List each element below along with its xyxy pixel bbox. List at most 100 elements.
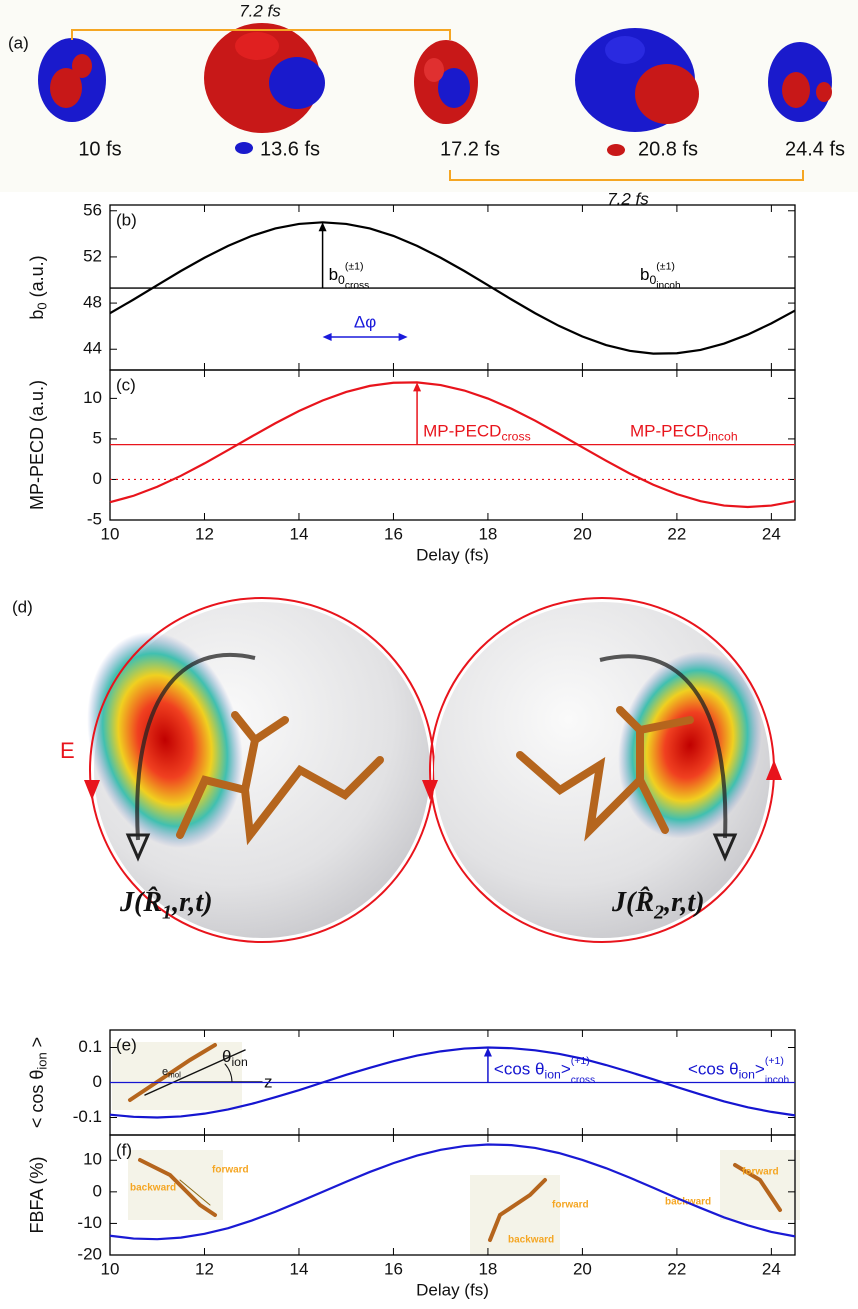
inset-molecules — [112, 1042, 800, 1255]
snapshot-label: 13.6 fs — [260, 138, 320, 160]
x-tick-label: 20 — [573, 524, 592, 543]
text-part: incoh — [765, 1075, 789, 1086]
text-part: e — [162, 1066, 168, 1078]
x-tick-label: 18 — [478, 1259, 497, 1278]
x-tick-label: 24 — [762, 1259, 781, 1278]
arrow-head — [318, 222, 327, 232]
incoherent-label: <cos θion>(+1) incoh — [688, 1055, 789, 1086]
arrow-head — [322, 333, 332, 341]
y-tick-label: 52 — [83, 246, 102, 265]
y-tick-label: -10 — [77, 1213, 102, 1232]
y-axis-label: b0 (a.u.) — [27, 255, 50, 319]
period-bracket — [71, 29, 451, 40]
cross-label: MP-PECDcross — [423, 422, 531, 444]
orbital-snapshots — [38, 23, 832, 156]
text-part: 1 — [162, 901, 172, 923]
incoherent-label: b0(±1) incoh — [640, 261, 681, 292]
snapshot-label: 10 fs — [78, 138, 121, 160]
arrow-head — [413, 382, 422, 392]
panel-label: (a) — [8, 33, 29, 52]
direction-label: backward — [508, 1235, 554, 1246]
text-part: J(R̂ — [611, 887, 654, 919]
text-part: θ — [222, 1047, 231, 1066]
text-part: 0 — [649, 273, 656, 287]
text-part: MP-PECD — [630, 422, 708, 441]
plot-frame — [109, 1134, 796, 1256]
panel-label: (d) — [12, 597, 33, 616]
text-part: cross — [345, 280, 369, 291]
panel-label: (e) — [116, 1035, 137, 1054]
text-part: ion — [739, 1068, 756, 1082]
y-tick-label: 48 — [83, 293, 102, 312]
y-tick-label: 10 — [83, 1150, 102, 1169]
x-tick-label: 10 — [101, 1259, 120, 1278]
direction-label: forward — [742, 1167, 779, 1178]
y-tick-label: 0.1 — [78, 1037, 102, 1056]
x-tick-label: 10 — [101, 524, 120, 543]
period-label: 7.2 fs — [239, 1, 281, 20]
text-part: cross — [571, 1075, 595, 1086]
y-tick-label: -0.1 — [73, 1107, 102, 1126]
y-axis-label: MP-PECD (a.u.) — [27, 380, 47, 510]
curve — [109, 381, 796, 509]
snapshot-label: 24.4 fs — [785, 138, 845, 160]
text-part: (+1) — [571, 1055, 590, 1067]
x-tick-label: 14 — [290, 524, 309, 543]
x-tick-label: 16 — [384, 1259, 403, 1278]
x-tick-label: 20 — [573, 1259, 592, 1278]
text-part: ion — [231, 1055, 248, 1069]
text-part: incoh — [708, 430, 737, 444]
field-label: E — [60, 738, 75, 763]
x-tick-label: 12 — [195, 524, 214, 543]
text-part: 2 — [653, 901, 664, 923]
y-tick-label: -20 — [77, 1244, 102, 1263]
cross-label: <cos θion>(+1) cross — [494, 1055, 595, 1086]
text-part: (±1) — [656, 261, 675, 273]
snapshot-label: 20.8 fs — [638, 138, 698, 160]
text-part: MP-PECD — [423, 422, 501, 441]
y-tick-label: 10 — [83, 388, 102, 407]
x-tick-label: 22 — [667, 524, 686, 543]
panel-label: (b) — [116, 210, 137, 229]
arrow-head — [398, 333, 408, 341]
y-tick-label: 5 — [93, 428, 102, 447]
text-part: b — [27, 310, 47, 320]
current-spheres — [84, 597, 782, 943]
text-part: incoh — [656, 280, 680, 291]
y-axis-label: FBFA (%) — [27, 1156, 47, 1233]
curve — [109, 221, 796, 355]
direction-label: backward — [130, 1183, 176, 1194]
text-part: ,r,t) — [663, 887, 704, 918]
y-tick-label: 0 — [93, 469, 102, 488]
text-part: <cos θ — [494, 1060, 545, 1079]
text-part: < cos θ — [27, 1070, 47, 1129]
panel-label: (f) — [116, 1140, 132, 1159]
text-part: J(R̂ — [119, 887, 162, 919]
snapshot-label: 17.2 fs — [440, 138, 500, 160]
y-axis-label: < cos θion > — [27, 1037, 50, 1128]
text-part: (±1) — [345, 261, 364, 273]
x-axis-label: Delay (fs) — [416, 545, 489, 564]
cross-label: b0(±1) cross — [329, 261, 370, 292]
text-part: 0 — [35, 302, 50, 309]
current-label: J(R̂1,r,t) — [119, 887, 213, 923]
curve — [109, 1046, 796, 1119]
x-tick-label: 12 — [195, 1259, 214, 1278]
panel-label: (c) — [116, 375, 136, 394]
text-part: b — [329, 266, 338, 285]
y-tick-label: 0 — [93, 1072, 102, 1091]
period-bracket — [449, 170, 804, 181]
incoherent-label: MP-PECDincoh — [630, 422, 738, 444]
curve — [109, 1143, 796, 1241]
text-part: > — [755, 1060, 765, 1079]
text-part: ,r,t) — [171, 887, 212, 918]
text-part: ion — [35, 1052, 50, 1069]
period-label: 7.2 fs — [607, 189, 649, 208]
phase-label: Δφ — [354, 312, 376, 331]
text-part: mol — [168, 1070, 181, 1079]
arrow-head — [483, 1047, 492, 1057]
direction-label: forward — [212, 1165, 249, 1176]
current-label: J(R̂2,r,t) — [611, 887, 705, 923]
vector-label: emol — [162, 1066, 181, 1079]
text-part: b — [640, 266, 649, 285]
